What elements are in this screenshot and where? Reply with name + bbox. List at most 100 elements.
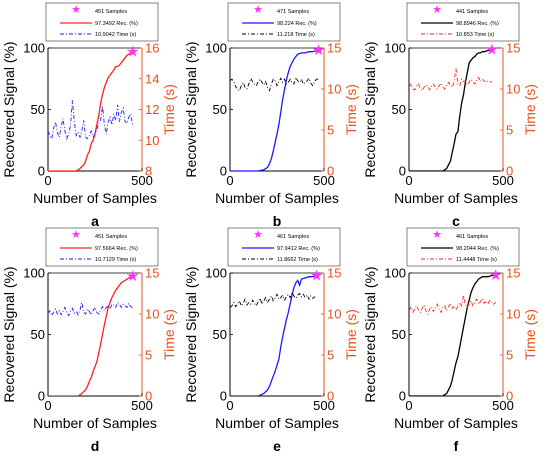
- x-tick-label: 0: [44, 398, 51, 413]
- x-tick-label: 0: [226, 398, 233, 413]
- x-tick-label: 500: [492, 173, 514, 188]
- legend-entry: 97.9412 Rec. (%): [277, 246, 320, 252]
- time-line: [230, 291, 318, 308]
- recovered-signal-line: [48, 50, 134, 171]
- time-line: [48, 100, 134, 141]
- right-tick-label: 10: [506, 307, 520, 322]
- legend-star-marker: ★: [71, 4, 81, 16]
- legend: ★ 451 Samples 97.3492 Rec. (%) 10.9042 Time…: [45, 2, 159, 42]
- legend-entry: 98.224 Rec. (%): [277, 21, 317, 27]
- x-tick-label: 500: [131, 398, 153, 413]
- legend-entry: 451 Samples: [95, 9, 127, 15]
- legend-entry: 10.7129 Time (s): [95, 257, 136, 263]
- left-tick-label: 100: [23, 266, 45, 281]
- left-tick-label: 50: [392, 327, 406, 342]
- left-tick-label: 100: [205, 266, 227, 281]
- legend-entry: 451 Samples: [95, 234, 127, 240]
- recovered-signal-line: [230, 274, 317, 396]
- left-tick-label: 0: [38, 389, 45, 404]
- y-axis-label-right: Time (s): [522, 309, 538, 360]
- right-tick-label: 10: [327, 82, 341, 97]
- left-tick-label: 0: [399, 164, 406, 179]
- panel-d: ★ 451 Samples 97.5664 Rec. (%) 10.7129 Time…: [1, 227, 177, 454]
- right-tick-label: 5: [506, 348, 513, 363]
- panel-a: ★ 451 Samples 97.3492 Rec. (%) 10.9042 Time…: [1, 2, 177, 229]
- star-marker: ★: [126, 43, 139, 60]
- right-tick-label: 0: [506, 389, 513, 404]
- panel-c: ★ 441 Samples 98.8946 Rec. (%) 10.853 Time …: [362, 2, 538, 229]
- star-marker: ★: [489, 267, 502, 284]
- right-tick-label: 14: [145, 71, 159, 86]
- legend-entry: 11.8662 Time (s): [277, 257, 318, 263]
- x-axis-label: Number of Samples: [33, 415, 157, 431]
- left-tick-label: 100: [205, 41, 227, 56]
- legend-box: [406, 2, 520, 42]
- time-line: [409, 68, 492, 92]
- legend: ★ 461 Samples 98.2044 Rec. (%) 11.4448 Time…: [406, 227, 520, 267]
- panel-label: f: [454, 438, 459, 454]
- y-axis-label-left: Recovered Signal (%): [183, 266, 199, 402]
- right-tick-label: 15: [327, 41, 341, 56]
- x-tick-label: 500: [492, 398, 514, 413]
- y-axis-label-right: Time (s): [161, 84, 177, 135]
- x-axis-label: Number of Samples: [394, 415, 518, 431]
- legend-entry: 98.8946 Rec. (%): [456, 21, 499, 27]
- time-line: [48, 301, 134, 317]
- legend-star-marker: ★: [432, 229, 442, 241]
- right-tick-label: 12: [145, 102, 159, 117]
- left-tick-label: 100: [23, 41, 45, 56]
- left-tick-label: 0: [220, 164, 227, 179]
- right-tick-label: 5: [145, 348, 152, 363]
- legend: ★ 441 Samples 98.8946 Rec. (%) 10.853 Time …: [406, 2, 520, 42]
- legend-entry: 97.3492 Rec. (%): [95, 21, 138, 27]
- legend-entry: 471 Samples: [277, 9, 309, 15]
- right-tick-label: 5: [327, 123, 334, 138]
- star-marker: ★: [126, 268, 139, 285]
- panel-label: c: [452, 213, 460, 229]
- panel-e: ★ 461 Samples 97.9412 Rec. (%) 11.8662 Time…: [183, 227, 359, 454]
- recovered-signal-line: [230, 49, 319, 171]
- y-axis-label-right: Time (s): [161, 309, 177, 360]
- x-tick-label: 0: [405, 398, 412, 413]
- x-tick-label: 0: [405, 173, 412, 188]
- right-tick-label: 10: [506, 82, 520, 97]
- left-tick-label: 50: [392, 102, 406, 117]
- legend-box: [406, 227, 520, 267]
- left-tick-label: 0: [399, 389, 406, 404]
- right-tick-label: 15: [327, 266, 341, 281]
- right-tick-label: 0: [327, 164, 334, 179]
- y-axis-label-left: Recovered Signal (%): [362, 41, 378, 177]
- legend-entry: 11.218 Time (s): [277, 32, 315, 38]
- left-tick-label: 50: [31, 102, 45, 117]
- star-marker: ★: [310, 268, 323, 285]
- star-marker: ★: [312, 42, 325, 59]
- panel-label: a: [91, 213, 99, 229]
- panel-f: ★ 461 Samples 98.2044 Rec. (%) 11.4448 Time…: [362, 227, 538, 454]
- legend-star-marker: ★: [253, 4, 263, 16]
- legend-star-marker: ★: [71, 229, 81, 241]
- right-tick-label: 0: [327, 389, 334, 404]
- legend: ★ 461 Samples 97.9412 Rec. (%) 11.8662 Time…: [227, 227, 341, 267]
- y-axis-label-left: Recovered Signal (%): [1, 41, 17, 177]
- time-line: [409, 295, 497, 316]
- panel-b: ★ 471 Samples 98.224 Rec. (%) 11.218 Time (…: [183, 2, 359, 229]
- right-tick-label: 15: [506, 266, 520, 281]
- legend-star-marker: ★: [253, 229, 263, 241]
- recovered-signal-line: [48, 275, 134, 396]
- y-axis-label-left: Recovered Signal (%): [362, 266, 378, 402]
- legend: ★ 471 Samples 98.224 Rec. (%) 11.218 Time (…: [227, 2, 341, 42]
- legend-entry: 461 Samples: [456, 234, 488, 240]
- x-axis-label: Number of Samples: [394, 190, 518, 206]
- panel-label: e: [273, 438, 281, 454]
- x-axis-label: Number of Samples: [215, 415, 339, 431]
- panel-label: d: [91, 438, 100, 454]
- legend-box: [45, 2, 159, 42]
- legend: ★ 451 Samples 97.5664 Rec. (%) 10.7129 Time…: [45, 227, 159, 267]
- right-tick-label: 0: [145, 389, 152, 404]
- x-tick-label: 500: [131, 173, 153, 188]
- x-tick-label: 0: [226, 173, 233, 188]
- right-tick-label: 15: [145, 266, 159, 281]
- x-tick-label: 500: [313, 398, 335, 413]
- legend-entry: 461 Samples: [277, 234, 309, 240]
